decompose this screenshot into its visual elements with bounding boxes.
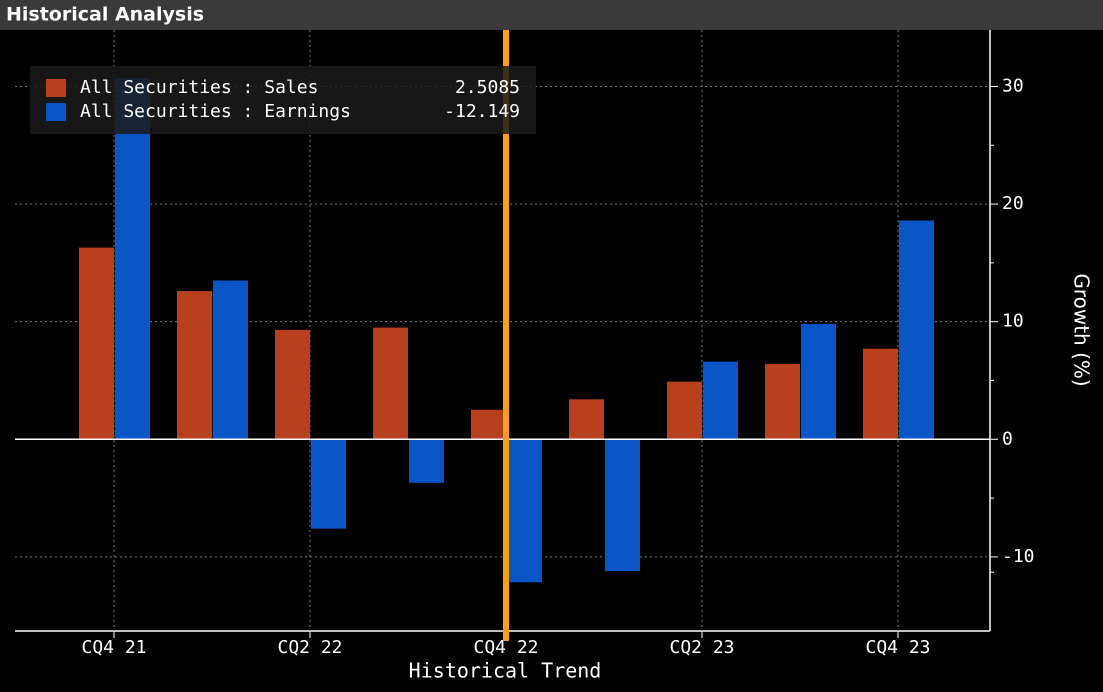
- x-tick-label: CQ4 23: [865, 637, 930, 658]
- legend-swatch: [46, 103, 66, 121]
- y-tick-label: 30: [1002, 75, 1024, 96]
- x-tick-label: CQ4 21: [81, 637, 146, 658]
- bar: [507, 439, 542, 583]
- y-tick-label: -10: [1002, 546, 1035, 567]
- bar: [801, 324, 836, 440]
- bar: [863, 348, 898, 440]
- legend-label: All Securities : Earnings: [80, 101, 351, 122]
- legend-box: [30, 66, 536, 134]
- bar: [115, 78, 150, 440]
- x-axis-title: Historical Trend: [409, 659, 602, 683]
- header-title: Historical Analysis: [6, 4, 204, 26]
- bar: [409, 439, 444, 483]
- legend-value: -12.149: [444, 101, 520, 122]
- bar: [471, 409, 506, 440]
- header-bar: [0, 0, 1103, 30]
- bar: [569, 399, 604, 440]
- bar: [605, 439, 640, 572]
- legend-value: 2.5085: [455, 77, 520, 98]
- y-tick-label: 20: [1002, 193, 1024, 214]
- x-tick-label: CQ2 22: [277, 637, 342, 658]
- y-tick-label: 10: [1002, 311, 1024, 332]
- y-tick-label: 0: [1002, 428, 1013, 449]
- bar: [703, 361, 738, 440]
- bar: [899, 220, 934, 440]
- bar: [765, 364, 800, 440]
- bar: [213, 280, 248, 440]
- x-tick-label: CQ4 22: [473, 637, 538, 658]
- bar: [275, 329, 310, 440]
- bar: [177, 291, 212, 440]
- x-tick-label: CQ2 23: [669, 637, 734, 658]
- bar: [373, 327, 408, 440]
- legend-label: All Securities : Sales: [80, 77, 318, 98]
- bar: [667, 381, 702, 440]
- legend-swatch: [46, 79, 66, 97]
- bar: [311, 439, 346, 529]
- bar: [79, 247, 114, 440]
- y-axis-title: Growth (%): [1070, 273, 1094, 386]
